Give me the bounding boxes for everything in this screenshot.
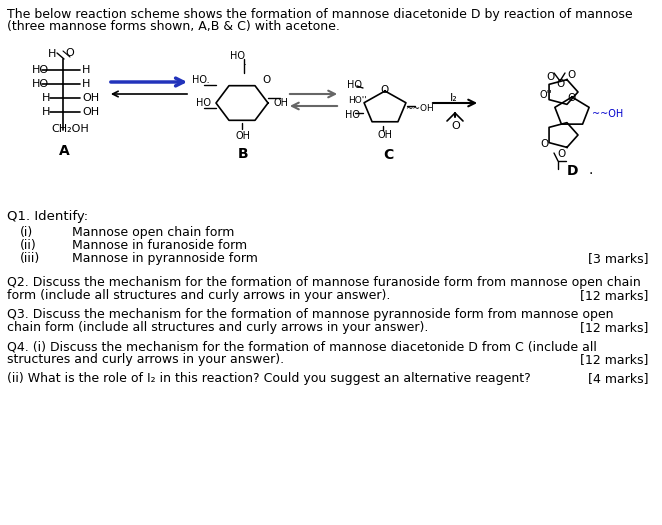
Text: O: O: [556, 79, 564, 89]
Text: (iii): (iii): [20, 252, 40, 265]
Text: OH: OH: [274, 98, 289, 108]
Text: O: O: [557, 149, 565, 159]
Text: Q1. Identify:: Q1. Identify:: [7, 210, 88, 223]
Text: HO: HO: [230, 51, 245, 61]
Text: H: H: [42, 93, 50, 103]
Text: HO.: HO.: [192, 75, 210, 85]
Text: Q4. (i) Discuss the mechanism for the formation of mannose diacetonide D from C : Q4. (i) Discuss the mechanism for the fo…: [7, 340, 597, 353]
Text: B: B: [238, 147, 249, 161]
Text: Q3. Discuss the mechanism for the formation of mannose pyrannoside form from man: Q3. Discuss the mechanism for the format…: [7, 308, 614, 321]
Text: Mannose in furanoside form: Mannose in furanoside form: [72, 239, 247, 252]
Text: chain form (include all structures and curly arrows in your answer).: chain form (include all structures and c…: [7, 321, 428, 334]
Text: Mannose open chain form: Mannose open chain form: [72, 226, 234, 239]
Text: O: O: [546, 72, 554, 82]
Text: O: O: [262, 75, 270, 85]
Text: O'': O'': [540, 90, 553, 100]
Text: OH: OH: [82, 93, 99, 103]
Text: HO: HO: [32, 79, 49, 89]
Text: Mannose in pyrannoside form: Mannose in pyrannoside form: [72, 252, 258, 265]
Text: O: O: [65, 48, 73, 58]
Text: Q2. Discuss the mechanism for the formation of mannose furanoside form from mann: Q2. Discuss the mechanism for the format…: [7, 276, 641, 289]
Text: I₂: I₂: [450, 93, 457, 103]
Text: HO: HO: [196, 98, 211, 108]
Text: O: O: [540, 139, 548, 149]
Text: .: .: [243, 55, 247, 68]
Text: (ii) What is the role of I₂ in this reaction? Could you suggest an alternative r: (ii) What is the role of I₂ in this reac…: [7, 372, 531, 385]
Text: [12 marks]: [12 marks]: [580, 289, 648, 302]
Text: HO: HO: [32, 65, 49, 75]
Text: ~~OH: ~~OH: [405, 104, 434, 113]
Text: H: H: [82, 65, 91, 75]
Text: [3 marks]: [3 marks]: [587, 252, 648, 265]
Text: ~~OH: ~~OH: [592, 109, 623, 119]
Text: form (include all structures and curly arrows in your answer).: form (include all structures and curly a…: [7, 289, 391, 302]
Text: OH: OH: [236, 131, 251, 141]
Text: D: D: [567, 164, 579, 178]
Text: CH₂OH: CH₂OH: [51, 124, 89, 134]
Text: OH: OH: [82, 107, 99, 117]
Text: [4 marks]: [4 marks]: [587, 372, 648, 385]
Text: O: O: [567, 70, 575, 80]
Text: OH: OH: [378, 130, 393, 140]
Text: A: A: [59, 144, 70, 158]
Text: O: O: [451, 121, 459, 131]
Text: (ii): (ii): [20, 239, 37, 252]
Text: HO: HO: [347, 80, 362, 90]
Text: H: H: [82, 79, 91, 89]
Text: HO'': HO'': [348, 96, 367, 105]
Text: (three mannose forms shown, A,B & C) with acetone.: (three mannose forms shown, A,B & C) wit…: [7, 20, 340, 33]
Text: [12 marks]: [12 marks]: [580, 353, 648, 366]
Text: H: H: [42, 107, 50, 117]
Text: [12 marks]: [12 marks]: [580, 321, 648, 334]
Text: HO: HO: [345, 110, 360, 120]
Text: structures and curly arrows in your answer).: structures and curly arrows in your answ…: [7, 353, 284, 366]
Text: The below reaction scheme shows the formation of mannose diacetonide D by reacti: The below reaction scheme shows the form…: [7, 8, 633, 21]
Text: .: .: [588, 163, 592, 177]
Text: H: H: [48, 49, 56, 59]
Text: O: O: [380, 85, 388, 95]
Text: (i): (i): [20, 226, 33, 239]
Text: C: C: [383, 148, 393, 162]
Text: O: O: [567, 93, 575, 103]
